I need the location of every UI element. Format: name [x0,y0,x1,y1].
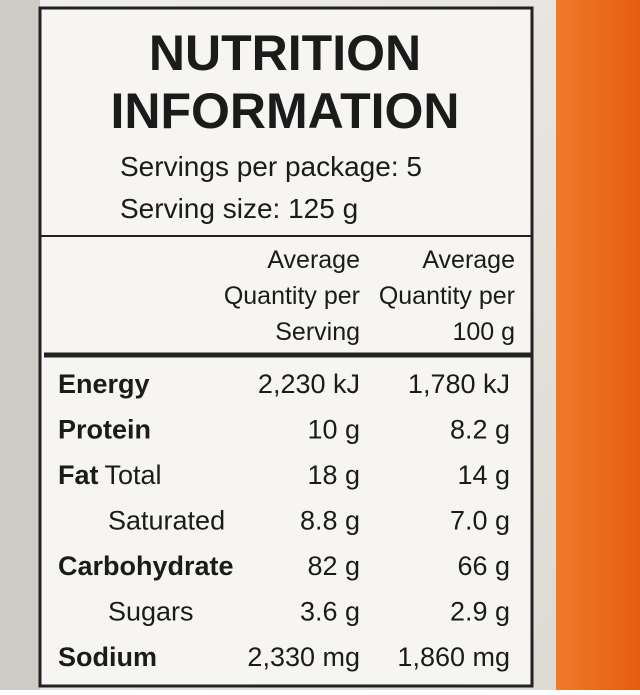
title: INFORMATION [110,83,459,139]
column-header: Average [422,246,515,274]
per-100g: 66 g [457,551,510,581]
nutrient: Fat Total [58,460,162,490]
per-serving: 8.8 g [300,506,360,536]
per-100g: 1,860 mg [397,642,510,672]
nutrient-qualifier: Total [105,460,162,490]
nutrient: Sodium [58,642,157,672]
serving-size: Serving size: 125 g [120,193,358,224]
servings: Servings per package: 5 [120,151,422,182]
column-header: Serving [275,318,360,346]
title: NUTRITION [149,25,421,81]
label-box [38,6,534,688]
column-header: Average [267,246,360,274]
per-serving: 2,230 kJ [258,369,360,399]
orange-strip [556,0,640,690]
sub-nutrient: Saturated [108,506,225,536]
sub-nutrient: Sugars [108,597,194,627]
per-serving: 2,330 mg [247,642,360,672]
column-header: Quantity per [224,282,360,310]
nutrient: Energy [58,369,150,399]
per-serving: 10 g [307,415,360,445]
per-100g: 7.0 g [450,506,510,536]
left-edge [0,0,40,690]
nutrient: Carbohydrate [58,551,234,581]
per-serving: 3.6 g [300,597,360,627]
nutrient: Protein [58,415,151,445]
per-100g: 1,780 kJ [408,369,510,399]
per-serving: 18 g [307,460,360,490]
column-header: Quantity per [379,282,515,310]
per-100g: 8.2 g [450,415,510,445]
column-header: 100 g [452,318,515,346]
per-100g: 2.9 g [450,597,510,627]
per-100g: 14 g [457,460,510,490]
per-serving: 82 g [307,551,360,581]
